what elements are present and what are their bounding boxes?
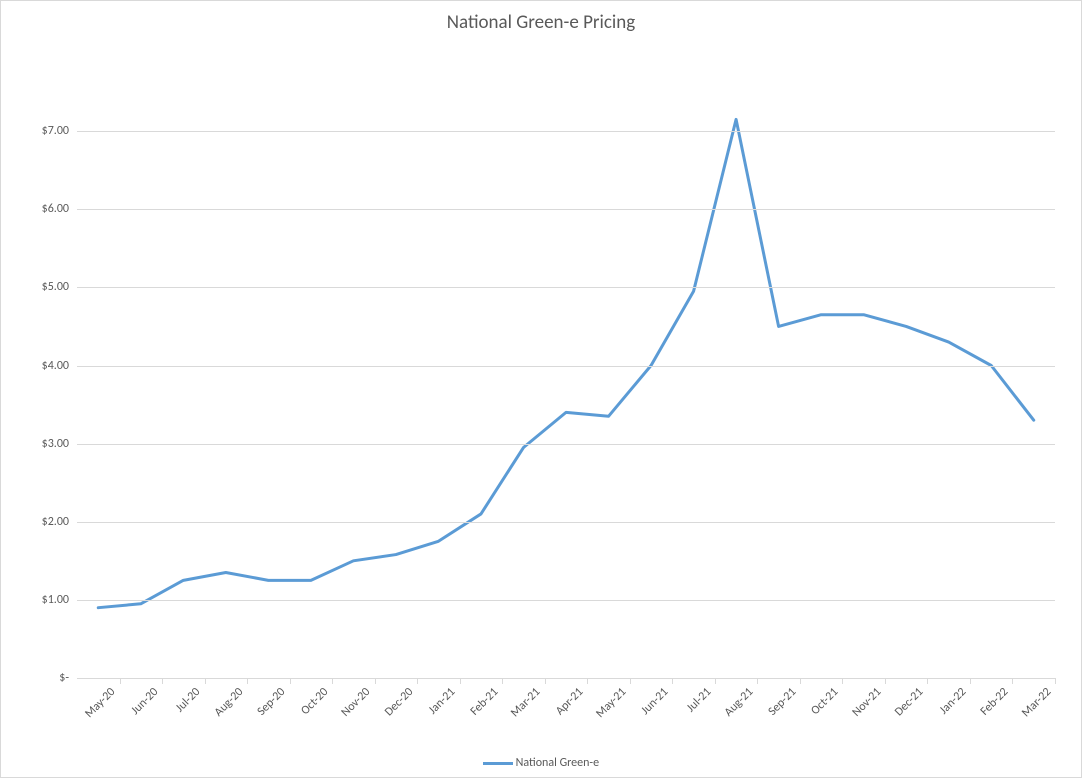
- x-tick-label: Sep-20: [251, 678, 292, 719]
- gridline: [77, 131, 1055, 132]
- gridline: [77, 444, 1055, 445]
- legend-line: [483, 762, 513, 765]
- series-line: [98, 119, 1033, 607]
- x-tick: [927, 678, 928, 684]
- y-tick-label: $6.00: [42, 202, 77, 216]
- chart-container: National Green-e Pricing $- $1.00 $2.00 …: [0, 0, 1082, 778]
- x-tick-label: Mar-21: [504, 678, 546, 720]
- x-tick: [800, 678, 801, 684]
- x-tick-label: May-21: [589, 678, 632, 721]
- legend: National Green-e: [1, 756, 1081, 770]
- x-tick: [417, 678, 418, 684]
- y-tick-label: $2.00: [42, 515, 77, 529]
- x-tick-label: Nov-21: [845, 678, 887, 720]
- x-tick: [630, 678, 631, 684]
- x-tick: [247, 678, 248, 684]
- x-tick: [842, 678, 843, 684]
- x-tick-label: Nov-20: [335, 678, 377, 720]
- x-tick: [162, 678, 163, 684]
- x-tick: [885, 678, 886, 684]
- x-tick-label: Oct-21: [804, 678, 844, 718]
- x-tick-label: May-20: [78, 678, 121, 721]
- x-tick: [120, 678, 121, 684]
- x-tick-label: Apr-21: [549, 678, 589, 718]
- x-tick-label: Jan-21: [422, 678, 461, 717]
- x-tick: [545, 678, 546, 684]
- x-tick: [502, 678, 503, 684]
- gridline: [77, 522, 1055, 523]
- x-tick-label: Mar-22: [1015, 678, 1057, 720]
- y-tick-label: $-: [59, 671, 77, 685]
- y-tick-label: $1.00: [42, 593, 77, 607]
- x-tick-label: Jul-21: [679, 678, 716, 715]
- legend-label: National Green-e: [516, 756, 599, 770]
- x-tick: [290, 678, 291, 684]
- x-tick-label: Aug-20: [207, 678, 249, 720]
- x-tick-label: Oct-20: [294, 678, 334, 718]
- gridline: [77, 287, 1055, 288]
- x-tick-label: Feb-21: [463, 678, 504, 719]
- x-tick: [332, 678, 333, 684]
- x-tick: [1012, 678, 1013, 684]
- x-tick: [970, 678, 971, 684]
- x-tick-label: Dec-20: [378, 678, 419, 719]
- x-tick-label: Jun-20: [124, 678, 164, 718]
- gridline: [77, 678, 1055, 679]
- x-tick: [205, 678, 206, 684]
- chart-title: National Green-e Pricing: [1, 11, 1081, 34]
- x-tick-label: Feb-22: [974, 678, 1015, 719]
- x-tick-label: Jan-22: [932, 678, 971, 717]
- gridline: [77, 366, 1055, 367]
- y-tick-label: $5.00: [42, 280, 77, 294]
- x-tick: [587, 678, 588, 684]
- y-tick-label: $3.00: [42, 437, 77, 451]
- gridline: [77, 209, 1055, 210]
- x-tick-label: Jul-20: [169, 678, 206, 715]
- x-tick-label: Dec-21: [888, 678, 929, 719]
- plot-area: $- $1.00 $2.00 $3.00 $4.00 $5.00 $6.00 $…: [77, 53, 1055, 678]
- x-tick-label: Jun-21: [634, 678, 674, 718]
- y-tick-label: $4.00: [42, 359, 77, 373]
- x-tick-label: Aug-21: [718, 678, 760, 720]
- x-tick: [1055, 678, 1056, 684]
- gridline: [77, 600, 1055, 601]
- x-tick: [715, 678, 716, 684]
- y-tick-label: $7.00: [42, 124, 77, 138]
- x-tick: [672, 678, 673, 684]
- x-tick: [757, 678, 758, 684]
- x-tick-label: Sep-21: [761, 678, 802, 719]
- x-tick: [460, 678, 461, 684]
- x-tick: [375, 678, 376, 684]
